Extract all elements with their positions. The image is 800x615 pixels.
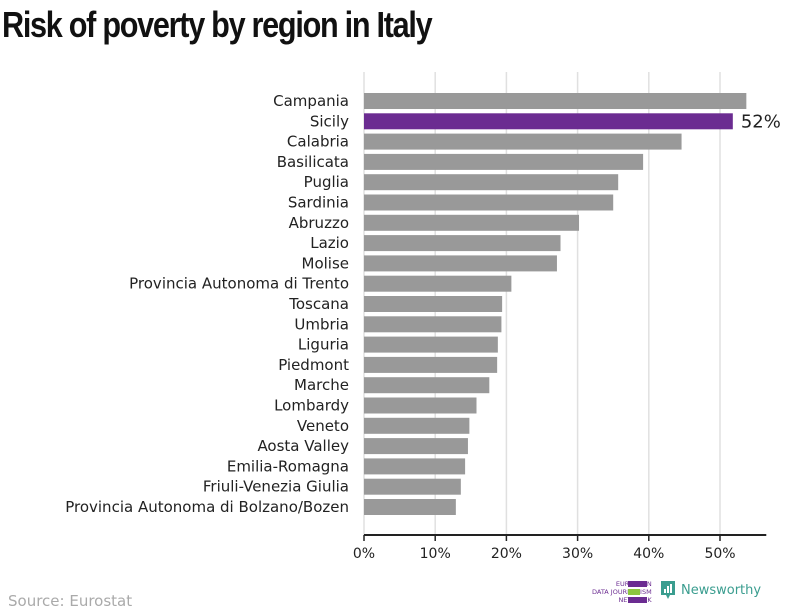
bar <box>364 153 644 170</box>
category-label: Provincia Autonoma di Bolzano/Bozen <box>65 498 349 516</box>
bar <box>364 214 580 231</box>
x-tick-label: 20% <box>491 546 522 562</box>
bar <box>364 235 561 252</box>
newsworthy-icon <box>661 581 675 599</box>
bar <box>364 458 466 475</box>
category-label: Toscana <box>288 295 349 313</box>
bar <box>364 377 490 394</box>
bar <box>364 499 456 515</box>
bar <box>364 397 477 414</box>
category-label: Basilicata <box>277 153 349 171</box>
ejn-logo-bar <box>628 589 640 595</box>
ejn-logo-bar <box>628 597 647 603</box>
bar <box>364 194 614 211</box>
x-tick-label: 50% <box>704 546 735 562</box>
category-label: Molise <box>302 254 350 272</box>
bar <box>364 275 512 292</box>
x-tick-label: 0% <box>353 546 375 562</box>
category-label: Puglia <box>304 173 349 191</box>
category-label: Piedmont <box>278 356 349 374</box>
x-tick-label: 10% <box>420 546 451 562</box>
bar <box>364 93 747 109</box>
ejn-logo-bar <box>628 581 647 587</box>
bar <box>364 336 498 353</box>
category-label: Marche <box>294 376 349 394</box>
bar <box>364 438 468 455</box>
bar <box>364 174 619 191</box>
newsworthy-logo: Newsworthy <box>661 581 761 599</box>
chart-title: Risk of poverty by region in Italy <box>2 4 433 45</box>
bar <box>364 356 498 373</box>
category-label: Sardinia <box>288 194 349 212</box>
bar <box>364 255 557 272</box>
bar <box>364 478 461 495</box>
x-tick-label: 40% <box>633 546 664 562</box>
category-label: Abruzzo <box>289 214 349 232</box>
category-label: Friuli-Venezia Giulia <box>203 478 349 496</box>
category-label: Calabria <box>287 133 349 151</box>
category-label: Umbria <box>294 315 349 333</box>
category-label: Provincia Autonoma di Trento <box>129 275 349 293</box>
source-note: Source: Eurostat <box>8 592 133 610</box>
category-label: Veneto <box>297 417 349 435</box>
bar <box>364 417 470 434</box>
category-label: Liguria <box>298 336 349 354</box>
category-label: Aosta Valley <box>257 437 349 455</box>
data-label: 52% <box>741 111 781 132</box>
category-label: Lombardy <box>274 397 349 415</box>
newsworthy-label: Newsworthy <box>681 582 762 598</box>
category-label: Lazio <box>310 234 349 252</box>
bar <box>364 113 733 130</box>
category-label: Sicily <box>310 112 349 130</box>
category-label: Campania <box>273 92 349 110</box>
x-tick-label: 30% <box>562 546 593 562</box>
bar <box>364 296 503 312</box>
bar <box>364 316 502 333</box>
bar <box>364 133 682 150</box>
category-label: Emilia-Romagna <box>227 457 349 475</box>
